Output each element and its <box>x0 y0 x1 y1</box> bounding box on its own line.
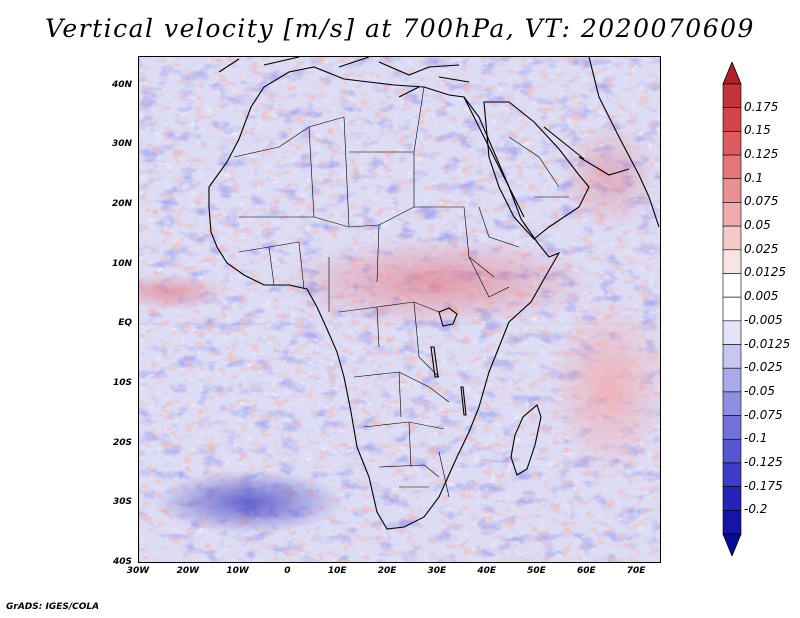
colorbar-level-label: -0.025 <box>744 360 783 375</box>
lat-tick-label: 40S <box>112 557 132 567</box>
colorbar-level-label: 0.1 <box>744 170 764 185</box>
colorbar-level-label: 0.0125 <box>744 265 786 280</box>
red-sea-coast <box>463 96 525 218</box>
colorbar-segment <box>722 131 742 156</box>
lat-tick-label: 20S <box>112 437 132 448</box>
colorbar-level-label: -0.125 <box>744 454 783 469</box>
chart-title: Vertical velocity [m/s] at 700hPa, VT: 2… <box>45 14 755 43</box>
lon-tick-label: 30W <box>126 566 150 576</box>
colorbar-segment <box>722 154 742 180</box>
colorbar-segment <box>722 510 742 535</box>
lat-tick-label: 40N <box>111 79 132 90</box>
atlantic-ascent-band <box>139 274 229 310</box>
lat-tick-label: 20N <box>111 199 132 210</box>
colorbar-segment <box>722 462 742 487</box>
asia-coastline <box>578 57 660 228</box>
colorbar-level-label: -0.0125 <box>744 336 791 351</box>
lat-tick-label: 30N <box>111 139 132 150</box>
africa-coastline <box>208 66 561 530</box>
itcz-ascent-band <box>279 237 599 327</box>
colorbar-level-label: -0.005 <box>744 312 783 327</box>
coastlines <box>208 57 660 530</box>
colorbar-segment <box>722 320 742 345</box>
colorbar-segment <box>722 438 742 464</box>
colorbar-level-label: 0.05 <box>744 218 771 233</box>
colorbar-level-label: -0.05 <box>744 383 776 398</box>
lat-tick-label: 10S <box>112 378 132 389</box>
lake-tanganyika <box>430 346 439 378</box>
colorbar-bottom-arrow <box>722 533 742 556</box>
lake-victoria <box>438 307 458 327</box>
middle-east-ascent-area <box>559 122 659 232</box>
lon-tick-label: 0 <box>284 566 291 576</box>
lon-tick-label: 70E <box>626 566 646 576</box>
indian-ocean-ascent-area <box>549 297 660 477</box>
colorbar-level-label: 0.075 <box>744 194 779 209</box>
colorbar-level-label: 0.125 <box>744 147 779 162</box>
colorbar-level-label: -0.2 <box>744 502 768 517</box>
colorbar-segment <box>722 107 742 132</box>
colorbar-level-label: 0.175 <box>744 99 779 114</box>
arabia-coastline <box>483 101 590 240</box>
colorbar-segment <box>722 83 742 108</box>
lon-tick-label: 10W <box>226 566 249 576</box>
colorbar-segment <box>722 249 742 274</box>
colorbar-segment <box>722 225 742 251</box>
lon-tick-label: 40E <box>477 566 496 576</box>
lon-tick-label: 20E <box>377 566 397 576</box>
colorbar-segment <box>722 415 742 440</box>
vertical-velocity-field <box>139 57 660 562</box>
lat-tick-label: EQ <box>118 318 132 329</box>
grads-credit: GrADS: IGES/COLA <box>6 602 100 612</box>
colorbar-segment <box>722 178 742 203</box>
colorbar-level-label: -0.1 <box>744 431 768 446</box>
lon-tick-label: 50E <box>527 566 546 576</box>
lat-tick-label: 30S <box>112 497 132 508</box>
colorbar-segment <box>722 344 742 369</box>
lon-tick-label: 20W <box>176 566 200 576</box>
lon-tick-label: 60E <box>576 566 596 576</box>
colorbar-segment <box>722 273 742 298</box>
lon-tick-label: 30E <box>427 566 447 576</box>
colorbar-level-label: -0.075 <box>744 407 783 422</box>
colorbar-top-arrow <box>722 62 742 85</box>
colorbar-level-label: 0.005 <box>744 289 779 304</box>
country-borders <box>233 86 569 498</box>
lat-tick-label: 10N <box>111 258 132 269</box>
map-plot-area <box>138 56 661 563</box>
colorbar-segment <box>722 296 742 322</box>
colorbar-level-label: 0.15 <box>744 123 771 138</box>
persian-gulf-coast <box>543 126 585 160</box>
europe-coastline <box>218 57 470 98</box>
colorbar <box>722 62 742 556</box>
colorbar-segment <box>722 391 742 416</box>
colorbar-segment <box>722 367 742 393</box>
colorbar-segment <box>722 486 742 511</box>
lon-tick-label: 10E <box>327 566 347 576</box>
south-atlantic-descent-swirl <box>154 470 344 534</box>
colorbar-level-label: -0.175 <box>744 478 783 493</box>
colorbar-level-label: 0.025 <box>744 241 779 256</box>
madagascar-coastline <box>510 404 542 476</box>
lake-malawi <box>460 386 467 416</box>
colorbar-segment <box>722 202 742 227</box>
